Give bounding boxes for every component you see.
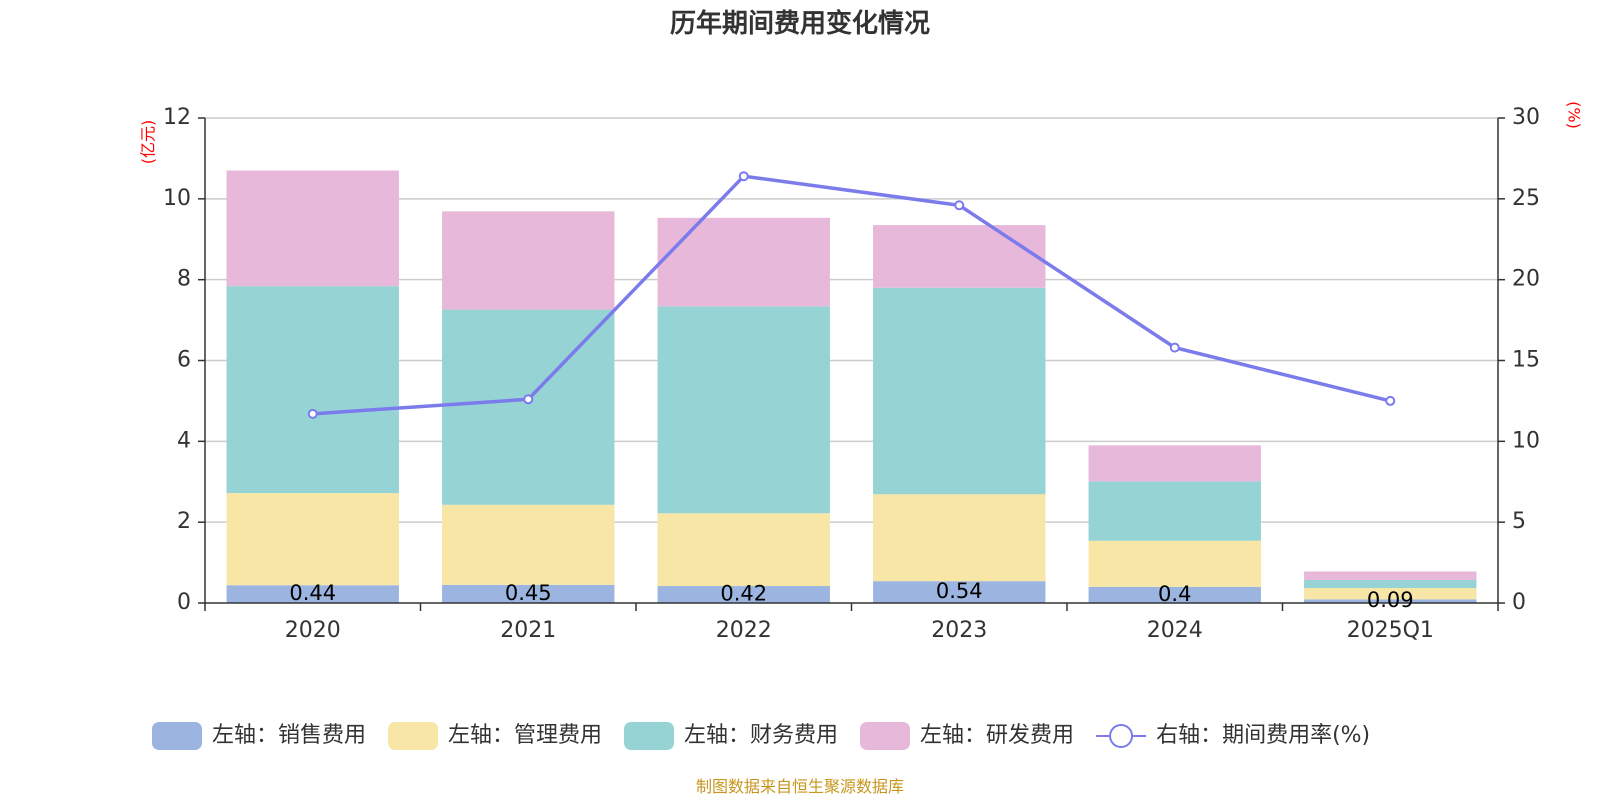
bar-segment xyxy=(442,504,615,585)
bar-segment xyxy=(226,585,399,603)
left-tick-label: 6 xyxy=(177,348,191,373)
x-tick-label: 2021 xyxy=(500,618,556,643)
data-label: 0.44 xyxy=(289,581,336,605)
legend-label: 左轴：财务费用 xyxy=(684,723,838,748)
right-tick-label: 25 xyxy=(1512,186,1540,211)
bar-segment xyxy=(657,217,830,307)
bar-segment xyxy=(1088,445,1261,482)
legend-label: 右轴：期间费用率(%) xyxy=(1156,723,1370,748)
legend-swatch xyxy=(152,722,202,750)
bar-segment xyxy=(657,586,830,603)
x-tick-label: 2024 xyxy=(1147,618,1203,643)
rate-point xyxy=(523,394,534,405)
bar-segment xyxy=(1304,588,1477,600)
left-tick-label: 8 xyxy=(177,267,191,292)
rate-line xyxy=(307,171,1396,419)
x-tick-label: 2022 xyxy=(716,618,772,643)
left-tick-label: 0 xyxy=(177,590,191,615)
data-label: 0.09 xyxy=(1367,588,1414,612)
grid-lines xyxy=(205,117,1498,523)
left-axis-unit: (亿元) xyxy=(139,120,158,165)
bar-segment xyxy=(1304,599,1477,603)
rate-point xyxy=(1385,395,1396,406)
bar-segment xyxy=(226,170,399,287)
legend-swatch xyxy=(860,722,911,750)
legend-label: 左轴：销售费用 xyxy=(212,723,366,748)
x-tick-label: 2023 xyxy=(931,618,987,643)
right-tick-label: 20 xyxy=(1512,267,1540,292)
chart-title: 历年期间费用变化情况 xyxy=(670,8,930,39)
bar-segment xyxy=(1088,481,1261,541)
data-label: 0.42 xyxy=(720,582,767,606)
rate-line-path xyxy=(312,174,1391,416)
bar-segment xyxy=(1304,579,1477,589)
data-label: 0.54 xyxy=(936,579,983,603)
legend-swatch xyxy=(624,722,675,750)
legend-label: 左轴：管理费用 xyxy=(448,723,602,748)
right-tick-label: 30 xyxy=(1512,105,1540,130)
bar-segment xyxy=(1304,571,1477,580)
bar-segment xyxy=(226,286,399,494)
right-axis-unit: (%) xyxy=(1565,101,1584,129)
x-tick-label: 2020 xyxy=(285,618,341,643)
bars xyxy=(226,170,1477,603)
right-tick-label: 5 xyxy=(1512,509,1526,534)
bar-segment xyxy=(657,306,830,514)
bar-segment xyxy=(657,513,830,587)
bar-segment xyxy=(873,494,1046,582)
source-note: 制图数据来自恒生聚源数据库 xyxy=(696,777,904,796)
rate-point xyxy=(954,200,965,211)
right-tick-label: 15 xyxy=(1512,348,1540,373)
data-labels: 0.44 0.45 0.42 0.54 0.4 0.09 xyxy=(289,579,1413,612)
rate-point xyxy=(307,408,318,419)
legend-swatch xyxy=(388,722,439,750)
bar-segment xyxy=(1088,586,1261,603)
bar-segment xyxy=(873,581,1046,603)
legend-label: 左轴：研发费用 xyxy=(920,723,1074,748)
bar-segment xyxy=(873,225,1046,288)
bar-segment xyxy=(442,584,615,603)
right-tick-label: 0 xyxy=(1512,590,1526,615)
left-tick-label: 2 xyxy=(177,509,191,534)
right-tick-label: 10 xyxy=(1512,428,1540,453)
rate-point xyxy=(738,171,749,182)
left-tick-label: 12 xyxy=(163,105,191,130)
bar-segment xyxy=(1088,540,1261,587)
bar-segment xyxy=(873,287,1046,495)
data-label: 0.45 xyxy=(505,581,552,605)
legend-line-marker xyxy=(1109,724,1134,748)
rate-point xyxy=(1169,342,1180,353)
data-label: 0.4 xyxy=(1158,582,1191,606)
axes: 0 2 4 6 8 10 12 0 5 10 15 20 25 30 2020 2021 2022 2023 202… xyxy=(163,105,1540,643)
left-tick-label: 4 xyxy=(177,428,191,453)
bar-segment xyxy=(226,493,399,586)
legend: 左轴：销售费用 左轴：管理费用 左轴：财务费用 左轴：研发费用 右轴：期间费用率(%) xyxy=(152,722,1370,750)
left-tick-label: 10 xyxy=(163,186,191,211)
x-tick-label: 2025Q1 xyxy=(1347,618,1434,643)
bar-segment xyxy=(442,211,615,310)
